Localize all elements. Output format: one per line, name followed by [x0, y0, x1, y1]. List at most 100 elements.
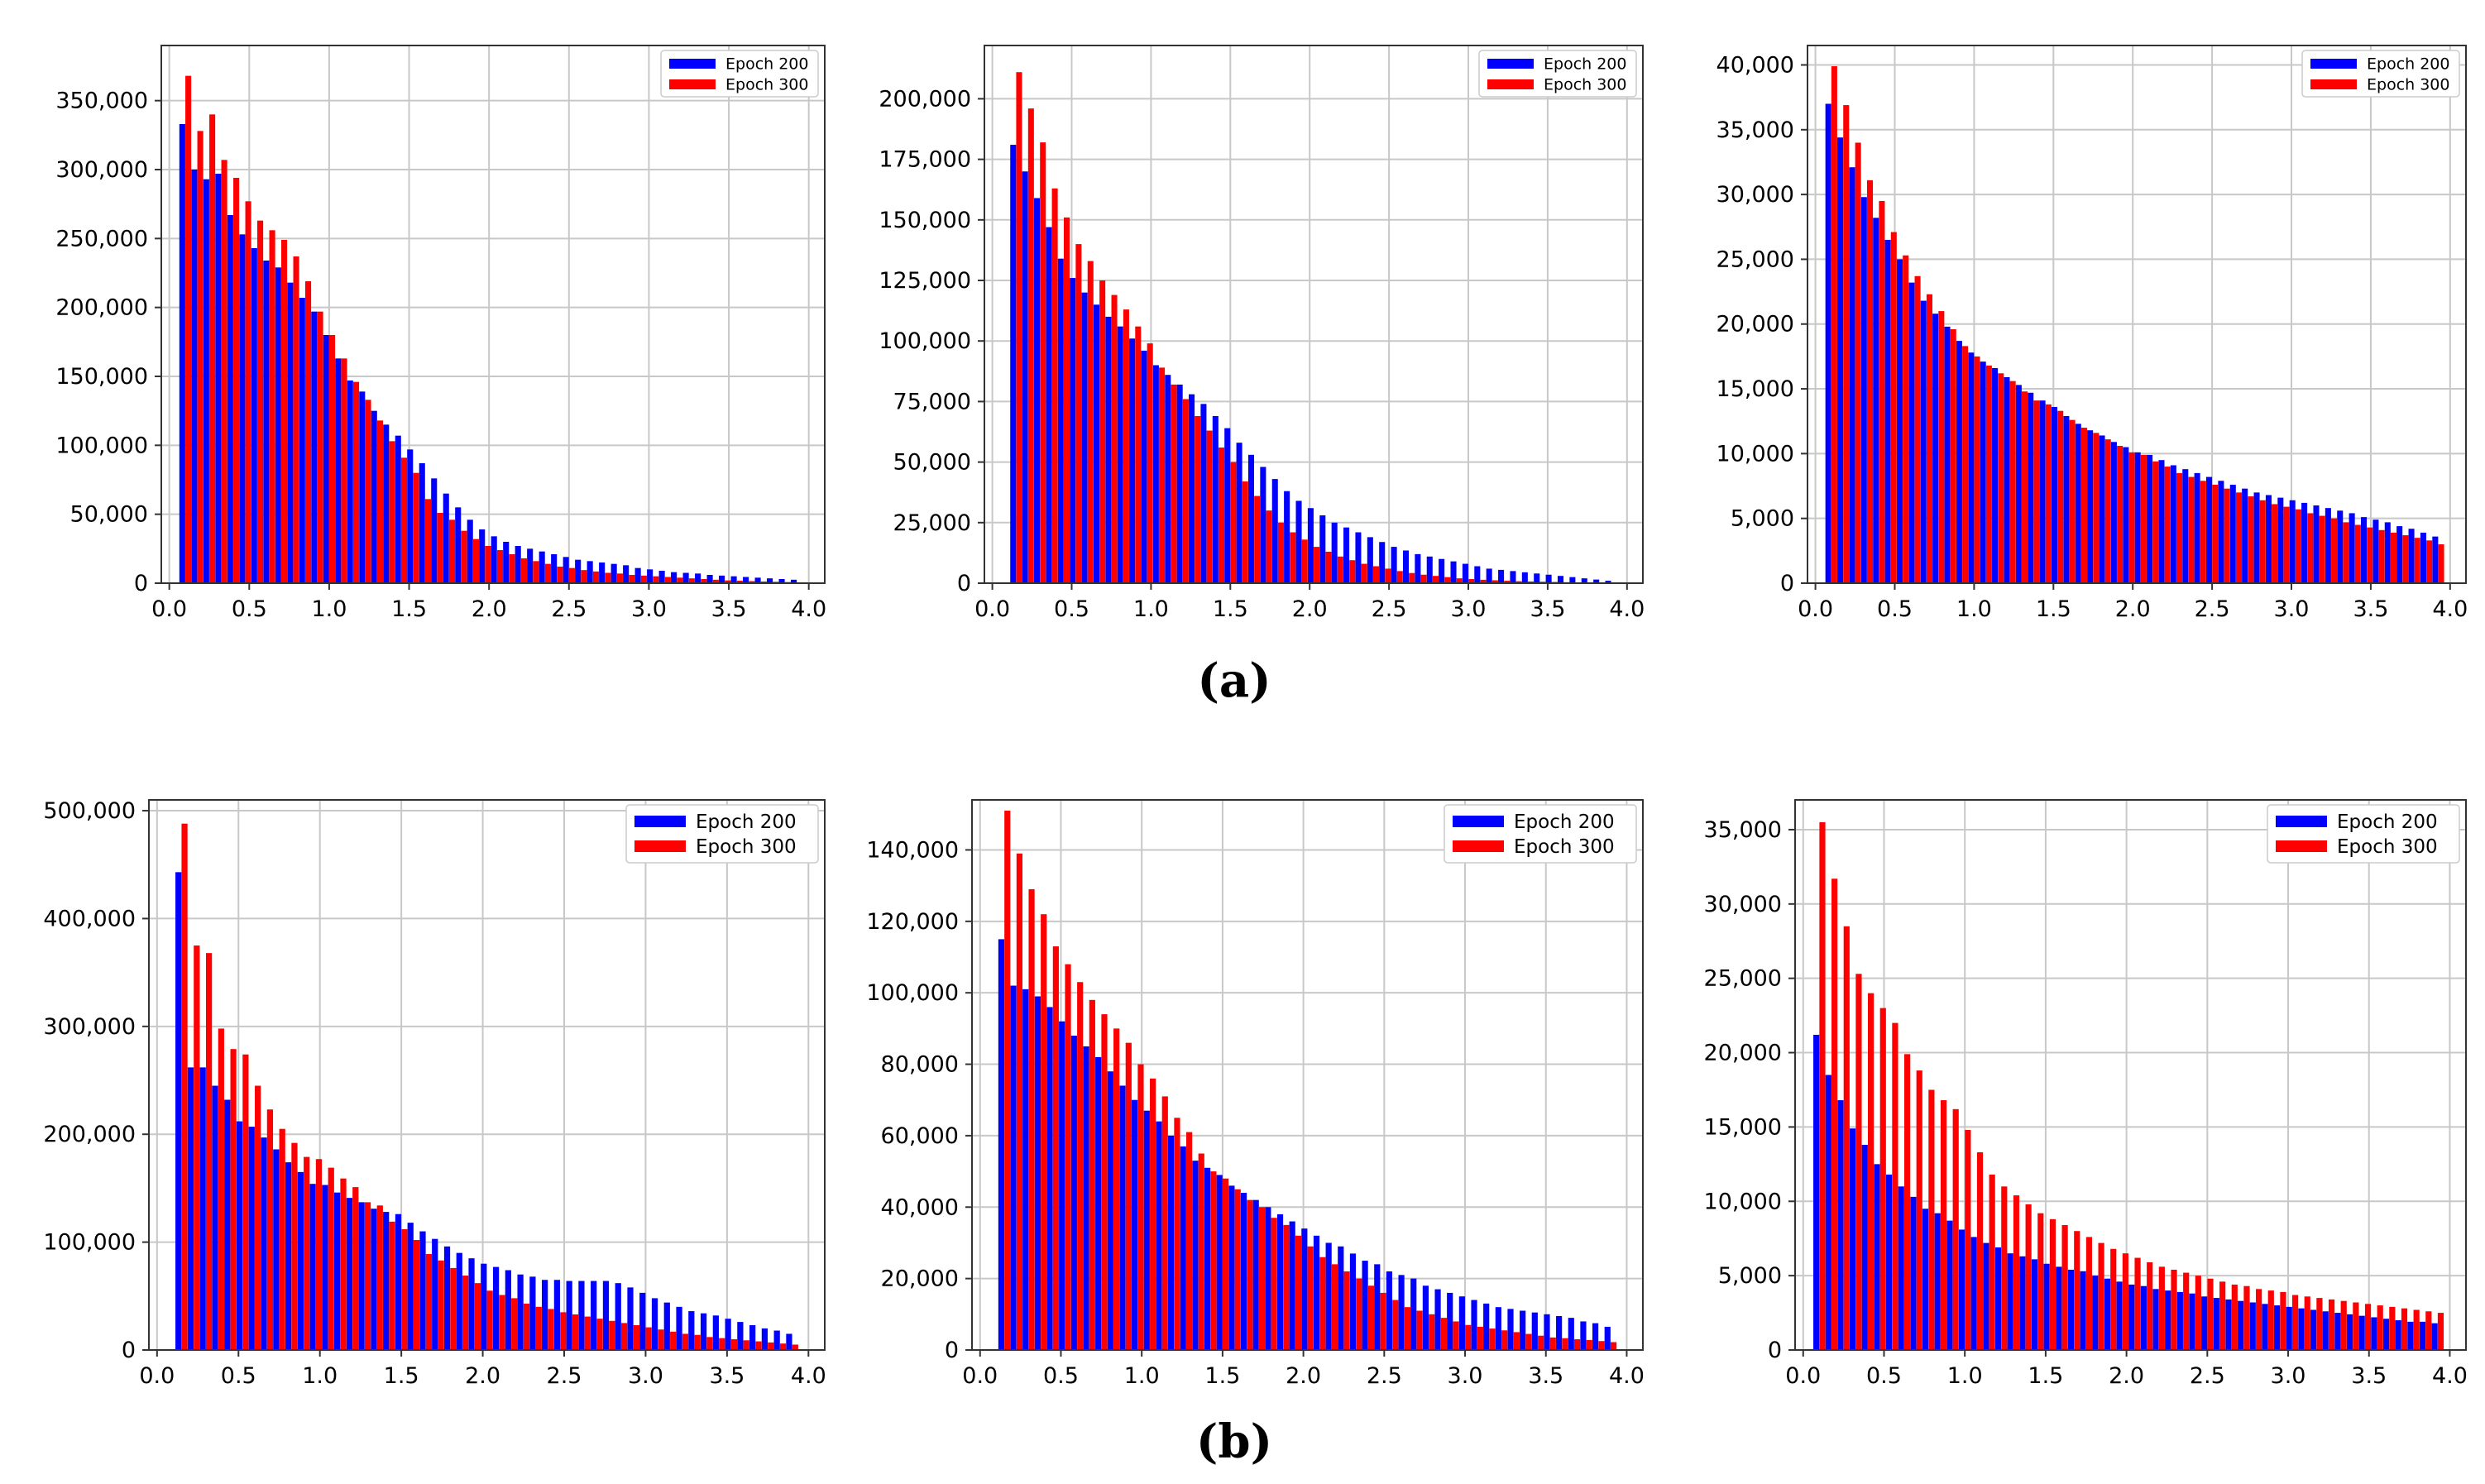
bar-epoch-300: [658, 1329, 664, 1350]
legend-swatch-epoch-200: [669, 59, 716, 69]
bar-epoch-300: [2256, 1289, 2262, 1350]
legend: Epoch 200 Epoch 300: [2301, 50, 2460, 98]
y-tick-label: 50,000: [70, 502, 148, 528]
legend-label-epoch-200: Epoch 200: [1514, 811, 1615, 833]
y-tick-label: 10,000: [1704, 1189, 1782, 1214]
bar-epoch-200: [527, 548, 534, 583]
bar-epoch-300: [1962, 346, 1969, 583]
bar-epoch-300: [1266, 510, 1272, 583]
x-tick-label: 1.0: [302, 1363, 338, 1389]
bar-epoch-300: [2022, 391, 2028, 583]
bar-epoch-300: [266, 1109, 274, 1350]
bar-epoch-200: [1189, 394, 1195, 583]
bar-epoch-300: [389, 441, 395, 583]
x-tick-label: 0.0: [962, 1363, 998, 1389]
bar-epoch-300: [291, 1142, 298, 1350]
bar-epoch-200: [1944, 326, 1951, 583]
bar-epoch-200: [2322, 1311, 2329, 1350]
bar-epoch-300: [1380, 1292, 1386, 1350]
bar-epoch-300: [1028, 888, 1035, 1350]
x-tick-label: 3.5: [711, 596, 747, 622]
bar-epoch-300: [2319, 515, 2325, 583]
x-tick-label: 3.5: [2351, 1363, 2387, 1389]
bar-epoch-200: [2028, 392, 2034, 583]
bar-epoch-200: [2249, 1302, 2256, 1350]
bar-epoch-300: [1855, 974, 1862, 1350]
bar-epoch-200: [1450, 561, 1457, 583]
bar-epoch-300: [2343, 522, 2349, 583]
bar-epoch-200: [1236, 443, 1242, 583]
x-tick-label: 2.0: [465, 1363, 500, 1389]
bar-epoch-300: [499, 1295, 505, 1350]
bar-epoch-300: [2212, 484, 2219, 583]
bar-epoch-200: [1581, 578, 1587, 583]
bar-epoch-200: [1825, 1075, 1831, 1350]
bar-epoch-300: [701, 579, 707, 583]
bar-epoch-200: [1010, 985, 1017, 1350]
x-tick-label: 3.5: [709, 1363, 745, 1389]
bar-epoch-300: [2219, 1281, 2226, 1350]
bar-epoch-300: [568, 567, 575, 583]
bar-epoch-300: [1242, 481, 1248, 583]
bar-epoch-300: [1392, 1300, 1399, 1350]
bar-epoch-300: [725, 580, 731, 583]
bar-epoch-300: [2074, 1231, 2080, 1350]
bar-epoch-300: [2377, 1305, 2383, 1350]
bar-epoch-200: [1980, 361, 1986, 583]
bar-epoch-200: [1247, 454, 1255, 583]
bar-epoch-200: [1462, 563, 1468, 583]
bar-epoch-200: [2334, 1313, 2341, 1350]
legend-swatch-epoch-300: [2310, 79, 2357, 89]
y-tick-label: 300,000: [43, 1014, 136, 1040]
y-tick-label: 20,000: [1717, 312, 1794, 337]
bar-epoch-300: [450, 1267, 457, 1350]
bar-epoch-300: [1210, 1171, 1217, 1350]
bar-epoch-200: [2431, 1323, 2438, 1350]
bar-epoch-200: [671, 572, 678, 583]
bar-epoch-300: [1974, 356, 1980, 583]
bar-epoch-200: [1837, 137, 1844, 583]
bar-epoch-300: [194, 945, 200, 1350]
bar-epoch-200: [1307, 508, 1314, 583]
bar-epoch-200: [1093, 304, 1099, 583]
bar-epoch-300: [2025, 1204, 2032, 1350]
bar-epoch-300: [1598, 1341, 1605, 1350]
bar-epoch-200: [700, 1313, 707, 1350]
bar-epoch-200: [2116, 1281, 2123, 1350]
bar-epoch-300: [1016, 853, 1022, 1350]
bar-epoch-200: [602, 1281, 610, 1350]
bar-epoch-300: [1198, 1153, 1204, 1350]
bar-epoch-200: [761, 1328, 768, 1350]
bar-epoch-300: [1480, 579, 1487, 583]
legend-label-epoch-300: Epoch 300: [1514, 836, 1615, 858]
bar-epoch-300: [2280, 1291, 2286, 1350]
bar-epoch-300: [2122, 1253, 2128, 1350]
bar-epoch-300: [1101, 1014, 1108, 1350]
bar-epoch-300: [2164, 467, 2171, 583]
bar-epoch-300: [1195, 415, 1201, 583]
legend-label-epoch-300: Epoch 300: [696, 836, 797, 858]
bar-epoch-300: [2093, 433, 2100, 583]
bar-epoch-200: [682, 572, 689, 583]
bar-epoch-200: [1531, 1312, 1538, 1350]
bar-epoch-300: [2224, 488, 2230, 583]
bar-epoch-200: [1095, 1056, 1102, 1350]
bar-epoch-300: [2354, 524, 2361, 583]
legend-label-epoch-200: Epoch 200: [1544, 55, 1626, 74]
bar-epoch-300: [341, 358, 347, 583]
legend-label-epoch-300: Epoch 300: [1544, 76, 1626, 94]
bar-epoch-300: [1174, 1118, 1180, 1350]
bar-epoch-200: [2051, 406, 2058, 583]
x-tick-label: 0.5: [221, 1363, 256, 1389]
bar-epoch-300: [2033, 400, 2040, 583]
bar-epoch-200: [2218, 481, 2224, 583]
bar-epoch-300: [1513, 1332, 1520, 1350]
bar-epoch-300: [1440, 1318, 1447, 1350]
bar-epoch-300: [2259, 500, 2266, 583]
bar-epoch-200: [1994, 1247, 2002, 1350]
bar-epoch-200: [383, 424, 390, 583]
x-tick-label: 2.5: [2195, 596, 2230, 622]
bar-epoch-200: [419, 1231, 426, 1350]
bar-epoch-300: [677, 577, 683, 583]
bar-epoch-300: [269, 230, 275, 583]
